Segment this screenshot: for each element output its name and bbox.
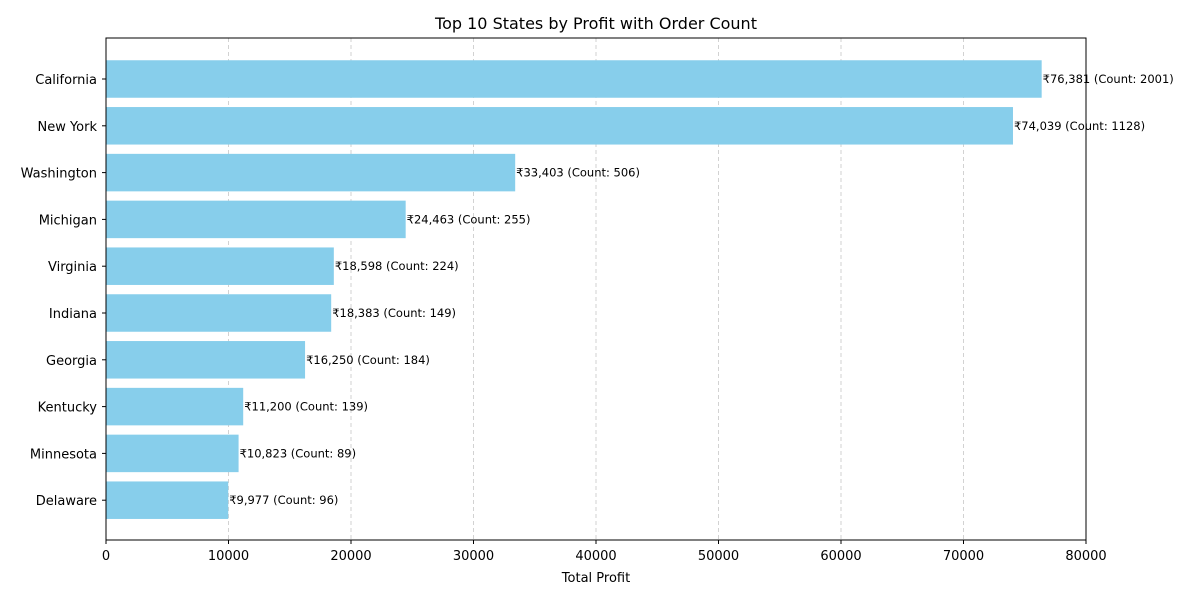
- x-tick-label: 30000: [453, 549, 494, 564]
- y-tick-label: Georgia: [46, 354, 97, 369]
- bar-kentucky: [106, 387, 244, 426]
- data-label: ₹10,823 (Count: 89): [240, 446, 357, 460]
- bar-minnesota: [106, 434, 239, 473]
- y-tick-label: Kentucky: [38, 401, 98, 416]
- y-tick-label: Virginia: [48, 260, 97, 275]
- bars: [106, 60, 1042, 519]
- data-label: ₹33,403 (Count: 506): [516, 166, 640, 180]
- x-tick-label: 20000: [330, 549, 371, 564]
- bar-georgia: [106, 341, 306, 379]
- data-label: ₹18,598 (Count: 224): [335, 259, 459, 273]
- x-tick-label: 60000: [820, 549, 861, 564]
- x-tick-label: 0: [102, 549, 110, 564]
- x-axis-ticks: 0 10000 20000 30000 40000 50000 60000 70000 8000…: [102, 540, 1107, 564]
- bar-california: [106, 60, 1042, 98]
- y-tick-label: New York: [37, 120, 97, 135]
- data-label: ₹24,463 (Count: 255): [407, 212, 531, 226]
- bar-delaware: [106, 481, 229, 519]
- y-tick-label: Michigan: [39, 213, 97, 228]
- bar-indiana: [106, 294, 332, 332]
- y-tick-label: Indiana: [49, 307, 97, 322]
- data-label: ₹18,383 (Count: 149): [332, 306, 456, 320]
- x-tick-label: 70000: [943, 549, 984, 564]
- data-label: ₹16,250 (Count: 184): [306, 353, 430, 367]
- bar-michigan: [106, 200, 406, 239]
- y-tick-label: California: [35, 73, 97, 88]
- x-tick-label: 40000: [575, 549, 616, 564]
- y-tick-label: Delaware: [36, 494, 97, 509]
- data-labels: ₹76,381 (Count: 2001) ₹74,039 (Count: 112…: [229, 72, 1174, 507]
- bar-new-york: [106, 107, 1013, 145]
- x-axis-label: Total Profit: [561, 571, 630, 586]
- data-label: ₹9,977 (Count: 96): [229, 493, 338, 507]
- bar-virginia: [106, 247, 334, 285]
- y-tick-label: Minnesota: [30, 447, 97, 462]
- y-tick-label: Washington: [21, 167, 97, 182]
- data-label: ₹76,381 (Count: 2001): [1043, 72, 1174, 86]
- bar-washington: [106, 153, 516, 192]
- x-tick-label: 80000: [1065, 549, 1106, 564]
- data-label: ₹74,039 (Count: 1128): [1014, 119, 1145, 133]
- x-tick-label: 10000: [208, 549, 249, 564]
- x-tick-label: 50000: [698, 549, 739, 564]
- chart-title: Top 10 States by Profit with Order Count: [434, 14, 757, 33]
- y-axis-ticks: California New York Washington Michigan Virg…: [21, 73, 106, 509]
- plot-frame: [105, 37, 1087, 541]
- data-label: ₹11,200 (Count: 139): [244, 400, 368, 414]
